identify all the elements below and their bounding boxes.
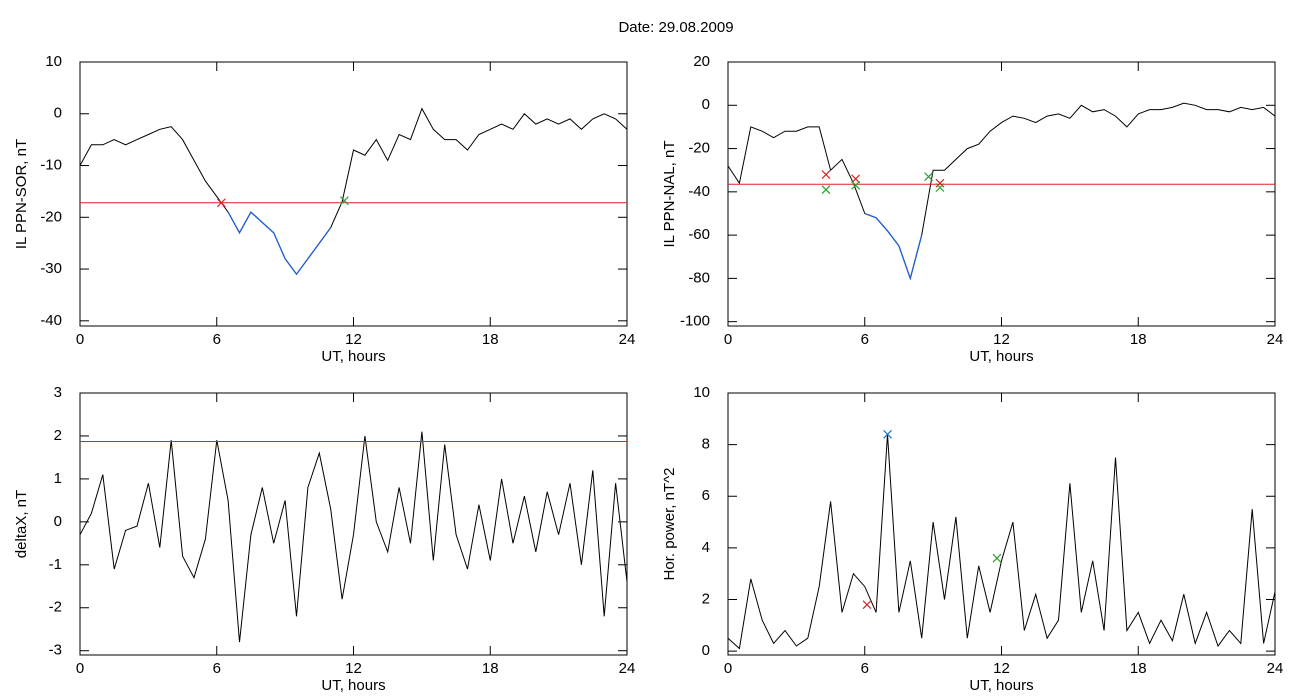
y-axis-label: IL PPN-NAL, nT — [661, 141, 678, 248]
data-line — [79, 431, 628, 643]
x-tick-label: 18 — [1130, 331, 1147, 348]
y-tick-label: -2 — [49, 599, 62, 616]
x-tick-label: 12 — [345, 660, 362, 677]
y-tick-label: 10 — [45, 53, 62, 70]
y-tick-label: 0 — [702, 642, 710, 659]
x-tick-label: 0 — [724, 660, 732, 677]
y-tick-label: 2 — [54, 427, 62, 444]
x-tick-label: 6 — [861, 660, 869, 677]
cross-marker — [821, 170, 831, 179]
cross-marker — [935, 178, 945, 188]
y-tick-label: 2 — [702, 590, 710, 607]
data-line — [727, 434, 1276, 650]
data-line — [727, 102, 1276, 281]
x-tick-label: 24 — [1267, 660, 1284, 677]
highlight-line — [864, 212, 923, 281]
y-tick-label: -40 — [40, 312, 62, 329]
data-line — [79, 107, 628, 276]
y-tick-label: 0 — [54, 105, 62, 122]
x-tick-label: 0 — [76, 660, 84, 677]
cross-marker — [339, 196, 349, 206]
y-tick-label: -10 — [40, 156, 62, 173]
x-axis-label: UT, hours — [321, 677, 385, 694]
y-tick-label: -100 — [680, 313, 710, 330]
highlight-line — [227, 211, 332, 276]
y-tick-label: 20 — [693, 53, 710, 70]
y-tick-label: -1 — [49, 556, 62, 573]
y-tick-label: -3 — [49, 642, 62, 659]
x-tick-label: 18 — [482, 331, 499, 348]
x-tick-label: 6 — [861, 331, 869, 348]
cross-marker — [821, 185, 831, 195]
x-tick-label: 0 — [76, 331, 84, 348]
y-axis-label: deltaX, nT — [13, 490, 30, 558]
x-axis-label: UT, hours — [969, 348, 1033, 365]
cross-marker — [216, 198, 226, 208]
page-title: Date: 29.08.2009 — [618, 19, 733, 36]
y-axis-label: IL PPN-SOR, nT — [13, 139, 30, 249]
cross-marker — [924, 172, 933, 182]
cross-marker — [992, 553, 1002, 563]
cross-marker — [851, 174, 861, 184]
y-tick-label: -30 — [40, 260, 62, 277]
y-tick-label: 6 — [702, 487, 710, 504]
x-axis-label: UT, hours — [969, 677, 1033, 694]
y-tick-label: -20 — [40, 208, 62, 225]
y-tick-label: 3 — [54, 384, 62, 401]
x-tick-label: 6 — [213, 660, 221, 677]
y-tick-label: 4 — [702, 539, 710, 556]
x-tick-label: 24 — [619, 660, 636, 677]
cross-marker — [935, 183, 945, 192]
cross-marker — [851, 180, 861, 190]
y-tick-label: 1 — [54, 470, 62, 487]
x-axis-label: UT, hours — [321, 348, 385, 365]
x-tick-label: 18 — [1130, 660, 1147, 677]
y-axis-label: Hor. power, nT^2 — [661, 468, 678, 581]
x-tick-label: 12 — [993, 331, 1010, 348]
cross-marker — [883, 429, 892, 439]
x-tick-label: 12 — [345, 331, 362, 348]
y-tick-label: -40 — [688, 183, 710, 200]
y-tick-label: 0 — [702, 96, 710, 113]
cross-marker — [862, 600, 872, 610]
y-tick-label: -80 — [688, 269, 710, 286]
y-tick-label: -20 — [688, 140, 710, 157]
x-tick-label: 24 — [1267, 331, 1284, 348]
x-tick-label: 12 — [993, 660, 1010, 677]
y-tick-label: -60 — [688, 226, 710, 243]
y-tick-label: 0 — [54, 513, 62, 530]
y-tick-label: 10 — [693, 384, 710, 401]
x-tick-label: 18 — [482, 660, 499, 677]
x-tick-label: 6 — [213, 331, 221, 348]
x-tick-label: 0 — [724, 331, 732, 348]
x-tick-label: 24 — [619, 331, 636, 348]
y-tick-label: 8 — [702, 436, 710, 453]
